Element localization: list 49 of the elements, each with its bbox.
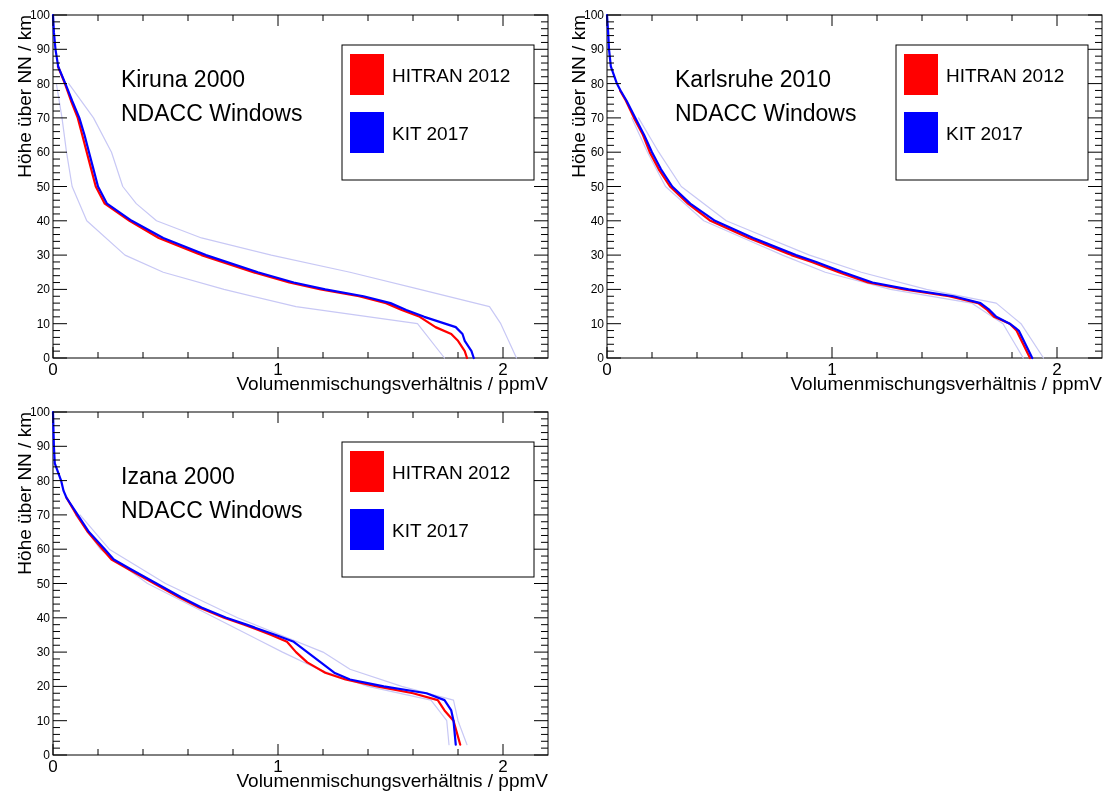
y-tick-label: 0 (43, 748, 51, 762)
y-tick-label: 10 (36, 316, 51, 331)
annotation: NDACC Windows (121, 100, 303, 126)
legend-label: HITRAN 2012 (946, 65, 1065, 86)
x-tick-label: 2 (498, 757, 508, 776)
annotation: Izana 2000 (121, 463, 235, 489)
y-tick-label: 0 (597, 351, 605, 365)
y-tick-label: 70 (36, 507, 51, 522)
y-tick-label: 70 (590, 110, 605, 125)
x-tick-label: 1 (827, 360, 837, 379)
y-tick-label: 80 (36, 473, 51, 488)
x-tick-label: 2 (1052, 360, 1062, 379)
y-tick-label: 60 (36, 145, 51, 160)
y-tick-label: 40 (36, 610, 51, 625)
annotation: NDACC Windows (675, 100, 857, 126)
legend-label: HITRAN 2012 (392, 462, 511, 483)
annotation: Kiruna 2000 (121, 66, 246, 92)
y-tick-label: 50 (36, 576, 51, 591)
legend-label: KIT 2017 (392, 123, 469, 144)
y-tick-label: 40 (590, 213, 605, 228)
y-tick-label: 10 (36, 713, 51, 728)
y-tick-label: 0 (43, 351, 51, 365)
y-tick-label: 50 (590, 179, 605, 194)
line-series (618, 89, 1032, 360)
y-tick-label: 70 (36, 110, 51, 125)
y-tick-label: 80 (36, 76, 51, 91)
y-tick-label: 80 (590, 76, 605, 91)
annotation: Karlsruhe 2010 (675, 66, 831, 92)
y-tick-label: 30 (36, 645, 51, 660)
x-tick-label: 2 (498, 360, 508, 379)
y-tick-label: 20 (36, 282, 51, 297)
legend-label: HITRAN 2012 (392, 65, 511, 86)
y-tick-label: 20 (36, 679, 51, 694)
y-tick-label: 90 (36, 42, 51, 57)
y-tick-label: 90 (36, 439, 51, 454)
y-tick-label: 60 (36, 542, 51, 557)
y-tick-label: 30 (590, 248, 605, 263)
annotation: NDACC Windows (121, 497, 303, 523)
legend-label: KIT 2017 (946, 123, 1023, 144)
y-tick-label: 90 (590, 42, 605, 57)
x-tick-label: 1 (273, 360, 283, 379)
legend-label: KIT 2017 (392, 520, 469, 541)
y-tick-label: 40 (36, 213, 51, 228)
y-tick-label: 60 (590, 145, 605, 160)
x-tick-label: 1 (273, 757, 283, 776)
y-tick-label: 50 (36, 179, 51, 194)
y-tick-label: 20 (590, 282, 605, 297)
y-tick-label: 10 (590, 316, 605, 331)
y-tick-label: 30 (36, 248, 51, 263)
